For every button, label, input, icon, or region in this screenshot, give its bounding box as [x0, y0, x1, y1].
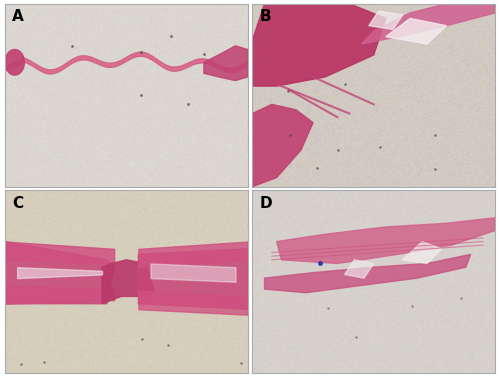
Polygon shape	[369, 11, 403, 29]
Polygon shape	[403, 242, 442, 264]
Polygon shape	[204, 46, 248, 81]
Text: D: D	[260, 196, 272, 211]
Polygon shape	[344, 260, 374, 278]
Polygon shape	[252, 104, 313, 187]
Polygon shape	[276, 218, 495, 264]
Text: A: A	[12, 9, 24, 24]
Text: B: B	[260, 9, 272, 24]
Polygon shape	[252, 4, 386, 86]
Polygon shape	[138, 249, 248, 309]
Polygon shape	[264, 254, 470, 293]
Polygon shape	[5, 242, 114, 304]
Polygon shape	[102, 260, 156, 304]
Polygon shape	[5, 49, 24, 75]
Polygon shape	[362, 4, 495, 44]
Polygon shape	[386, 18, 446, 44]
Text: C: C	[12, 196, 24, 211]
